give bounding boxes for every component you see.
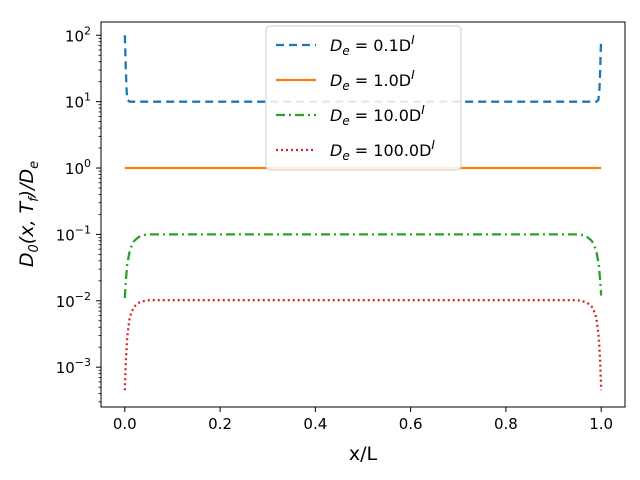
y-tick-label: 10−3: [56, 356, 91, 377]
series-line-3: [123, 233, 603, 299]
legend-label-4: De = 100.0DI: [330, 138, 435, 163]
legend: De = 0.1DI De = 1.0DI De = 10.0DI De = 100.…: [265, 25, 462, 171]
legend-label-3: De = 10.0DI: [330, 103, 425, 128]
y-tick-label: 10−1: [56, 223, 91, 244]
x-axis: 0.0 0.2 0.4 0.6 0.8 1.0: [113, 407, 613, 433]
x-tick-label: 0.6: [399, 415, 423, 433]
x-tick-label: 0.2: [208, 415, 232, 433]
y-axis-label: D0(x, Tf)/De: [16, 161, 42, 267]
legend-label-1: De = 0.1DI: [330, 33, 415, 58]
y-tick-label: 102: [65, 24, 91, 45]
x-tick-label: 0.8: [494, 415, 518, 433]
legend-box: [265, 25, 462, 171]
y-axis: 102 101 100 10−1 10−2 10−3: [56, 24, 101, 403]
x-tick-label: 0.4: [303, 415, 327, 433]
x-axis-label: x/L: [349, 443, 378, 465]
x-tick-label: 1.0: [589, 415, 613, 433]
legend-label-2: De = 1.0DI: [330, 68, 415, 93]
y-tick-label: 101: [65, 91, 91, 112]
y-tick-label: 100: [65, 157, 91, 178]
x-tick-label: 0.0: [113, 415, 137, 433]
y-tick-label: 10−2: [56, 290, 91, 311]
series-line-4: [123, 299, 603, 391]
